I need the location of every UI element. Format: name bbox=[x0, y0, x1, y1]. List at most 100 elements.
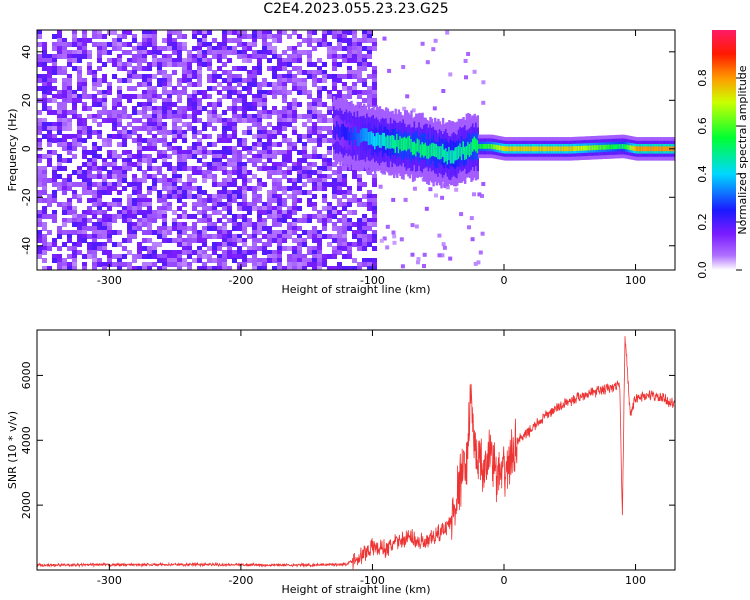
spectrogram-cell bbox=[157, 198, 162, 203]
spectrogram-cell bbox=[242, 42, 247, 47]
spectrogram-cell bbox=[137, 154, 142, 159]
spectrogram-cell bbox=[440, 195, 445, 200]
spectrogram-cell bbox=[292, 226, 297, 231]
spectrogram-cell bbox=[292, 230, 297, 235]
spectrogram-cell bbox=[102, 230, 107, 235]
spectrogram-cell bbox=[157, 66, 162, 71]
spectrogram-cell bbox=[92, 226, 97, 231]
spectrogram-cell bbox=[247, 114, 252, 119]
spectrogram-cell bbox=[197, 82, 202, 87]
spectrogram-ridge-cell bbox=[632, 145, 636, 151]
spectrogram-cell bbox=[182, 114, 187, 119]
spectrogram-cell bbox=[277, 230, 282, 235]
spectrogram-cell bbox=[177, 226, 182, 231]
spectrogram-cell bbox=[302, 134, 307, 139]
spectrogram-cell bbox=[272, 82, 277, 87]
spectrogram-cell bbox=[142, 126, 147, 131]
spectrogram-ridge-cell bbox=[511, 146, 514, 152]
spectrogram-cell bbox=[297, 242, 302, 247]
spectrogram-cell bbox=[227, 218, 232, 223]
spectrogram-cell bbox=[207, 266, 212, 270]
spectrogram-cell bbox=[192, 74, 197, 79]
spectrogram-cell bbox=[247, 54, 252, 59]
spectrogram-cell bbox=[172, 90, 177, 95]
spectrogram-cell bbox=[207, 226, 212, 231]
spectrogram-cell bbox=[352, 30, 357, 35]
spectrogram-cell bbox=[107, 150, 112, 155]
spectrogram-cell bbox=[267, 154, 272, 159]
spectrogram-cell bbox=[352, 230, 357, 235]
spectrogram-cell bbox=[147, 38, 152, 43]
spectrogram-cell bbox=[92, 94, 97, 99]
spectrogram-cell bbox=[147, 146, 152, 151]
spectrogram-cell bbox=[367, 30, 372, 35]
spectrogram-cell bbox=[292, 186, 297, 191]
spectrogram-ridge-cell bbox=[536, 146, 539, 152]
spectrogram-cell bbox=[237, 166, 242, 171]
spectrogram-cell bbox=[217, 254, 222, 259]
spectrogram-ridge-cell bbox=[585, 145, 588, 151]
spectrogram-ridge-cell bbox=[486, 144, 489, 149]
spectrogram-cell bbox=[72, 154, 77, 159]
spectrogram-cell bbox=[217, 266, 222, 270]
spectrogram-cell bbox=[97, 66, 102, 71]
spectrogram-cell bbox=[282, 246, 287, 251]
spectrogram-cell bbox=[282, 118, 287, 123]
spectrogram-cell bbox=[47, 86, 52, 91]
spectrogram-cell bbox=[152, 250, 157, 255]
spectrogram-cell bbox=[317, 38, 322, 43]
spectrogram-ridge-cell bbox=[625, 144, 628, 150]
spectrogram-cell bbox=[312, 250, 317, 255]
spectrogram-cell bbox=[137, 82, 142, 87]
spectrogram-ridge-cell bbox=[531, 146, 535, 152]
spectrogram-cell bbox=[262, 106, 267, 111]
spectrogram-cell bbox=[157, 206, 162, 211]
spectrogram-cell bbox=[362, 54, 367, 59]
spectrogram-cell bbox=[237, 214, 242, 219]
spectrogram-cell bbox=[257, 222, 262, 227]
spectrogram-cell bbox=[282, 134, 287, 139]
spectrogram-cell bbox=[112, 174, 117, 179]
spectrogram-cell bbox=[282, 138, 287, 143]
spectrogram-cell bbox=[237, 66, 242, 71]
spectrogram-cell bbox=[337, 42, 342, 47]
spectrogram-cell bbox=[257, 94, 262, 99]
spectrogram-cell bbox=[117, 78, 122, 83]
spectrogram-signal bbox=[333, 96, 675, 189]
spectrogram-cell bbox=[62, 118, 67, 123]
spectrogram-cell bbox=[242, 238, 247, 243]
spectrogram-cell bbox=[192, 234, 197, 239]
spectrogram-cell bbox=[177, 234, 182, 239]
spectrogram-cell bbox=[227, 162, 232, 167]
spectrogram-cell bbox=[302, 90, 307, 95]
spectrogram-cell bbox=[37, 42, 42, 47]
spectrogram-cell bbox=[247, 78, 252, 83]
spectrogram-cell bbox=[132, 222, 137, 227]
spectrogram-cell bbox=[242, 182, 247, 187]
spectrogram-cell bbox=[137, 266, 142, 270]
spectrogram-cell bbox=[297, 162, 302, 167]
spectrogram-cell bbox=[37, 166, 42, 171]
spectrogram-cell bbox=[142, 210, 147, 215]
spectrogram-cell bbox=[297, 246, 302, 251]
spectrogram-cell bbox=[37, 246, 42, 251]
spectrogram-cell bbox=[182, 138, 187, 143]
spectrogram-cell bbox=[182, 246, 187, 251]
spectrogram-cell bbox=[137, 50, 142, 55]
spectrogram-cell bbox=[82, 174, 87, 179]
spectrogram-cell bbox=[247, 234, 252, 239]
spectrogram-cell bbox=[448, 72, 453, 77]
spectrogram-cell bbox=[302, 242, 307, 247]
spectrogram-cell bbox=[152, 218, 157, 223]
spectrogram-cell bbox=[332, 250, 337, 255]
spectrogram-cell bbox=[97, 222, 102, 227]
spectrogram-cell bbox=[52, 138, 57, 143]
spectrogram-cell bbox=[157, 266, 162, 270]
spectrogram-cell bbox=[192, 194, 197, 199]
spectrogram-cell bbox=[122, 158, 127, 163]
spectrogram-ridge-cell bbox=[435, 144, 438, 158]
spectrogram-cell bbox=[52, 238, 57, 243]
spectrogram-cell bbox=[292, 106, 297, 111]
spectrogram-cell bbox=[297, 42, 302, 47]
spectrogram-cell bbox=[147, 66, 152, 71]
